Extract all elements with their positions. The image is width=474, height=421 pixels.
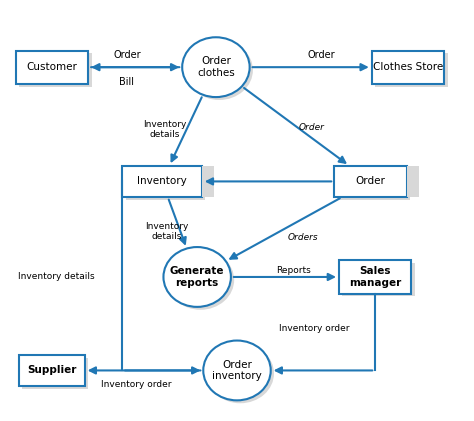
- FancyBboxPatch shape: [337, 169, 410, 200]
- Text: Clothes Store: Clothes Store: [373, 62, 443, 72]
- FancyBboxPatch shape: [122, 166, 202, 197]
- FancyBboxPatch shape: [375, 53, 447, 87]
- Text: Order: Order: [299, 123, 325, 132]
- FancyBboxPatch shape: [126, 169, 205, 200]
- FancyBboxPatch shape: [342, 263, 415, 296]
- Circle shape: [182, 37, 250, 97]
- Text: Order: Order: [113, 50, 141, 60]
- Text: Reports: Reports: [276, 266, 310, 275]
- Text: Inventory order: Inventory order: [101, 380, 172, 389]
- Circle shape: [207, 344, 274, 403]
- FancyBboxPatch shape: [19, 355, 85, 386]
- Text: Supplier: Supplier: [27, 365, 77, 376]
- Text: Customer: Customer: [27, 62, 77, 72]
- Text: Order: Order: [308, 50, 335, 60]
- Text: Order
clothes: Order clothes: [197, 56, 235, 78]
- Text: Inventory
details: Inventory details: [145, 221, 189, 241]
- Text: Orders: Orders: [287, 233, 318, 242]
- Text: Inventory order: Inventory order: [279, 325, 349, 333]
- Text: Inventory: Inventory: [137, 176, 187, 187]
- Text: Inventory details: Inventory details: [18, 272, 95, 282]
- Text: Sales
manager: Sales manager: [349, 266, 401, 288]
- Text: Bill: Bill: [119, 77, 135, 87]
- FancyBboxPatch shape: [22, 358, 88, 389]
- FancyBboxPatch shape: [16, 51, 88, 84]
- FancyBboxPatch shape: [372, 51, 444, 84]
- Circle shape: [203, 341, 271, 400]
- Text: Order: Order: [356, 176, 385, 187]
- FancyBboxPatch shape: [407, 166, 419, 197]
- FancyBboxPatch shape: [19, 53, 91, 87]
- Text: Generate
reports: Generate reports: [170, 266, 224, 288]
- Circle shape: [167, 250, 234, 310]
- Text: Order
inventory: Order inventory: [212, 360, 262, 381]
- FancyBboxPatch shape: [334, 166, 407, 197]
- Text: Inventory
details: Inventory details: [143, 120, 186, 139]
- Circle shape: [164, 247, 231, 307]
- Circle shape: [185, 40, 253, 100]
- FancyBboxPatch shape: [339, 260, 411, 293]
- FancyBboxPatch shape: [202, 166, 214, 197]
